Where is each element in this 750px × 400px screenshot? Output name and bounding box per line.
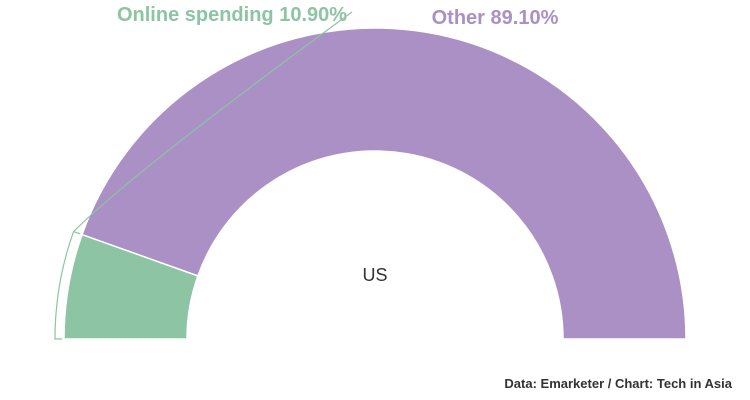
online-spending-leader-line <box>54 11 353 340</box>
slice-other <box>81 27 687 340</box>
center-label: US <box>362 265 387 285</box>
slices <box>63 27 687 340</box>
online-spending-slice-label: Online spending 10.90% <box>117 4 347 26</box>
other-slice-label: Other 89.10% <box>432 7 559 29</box>
source-note: Data: Emarketer / Chart: Tech in Asia <box>504 376 732 391</box>
